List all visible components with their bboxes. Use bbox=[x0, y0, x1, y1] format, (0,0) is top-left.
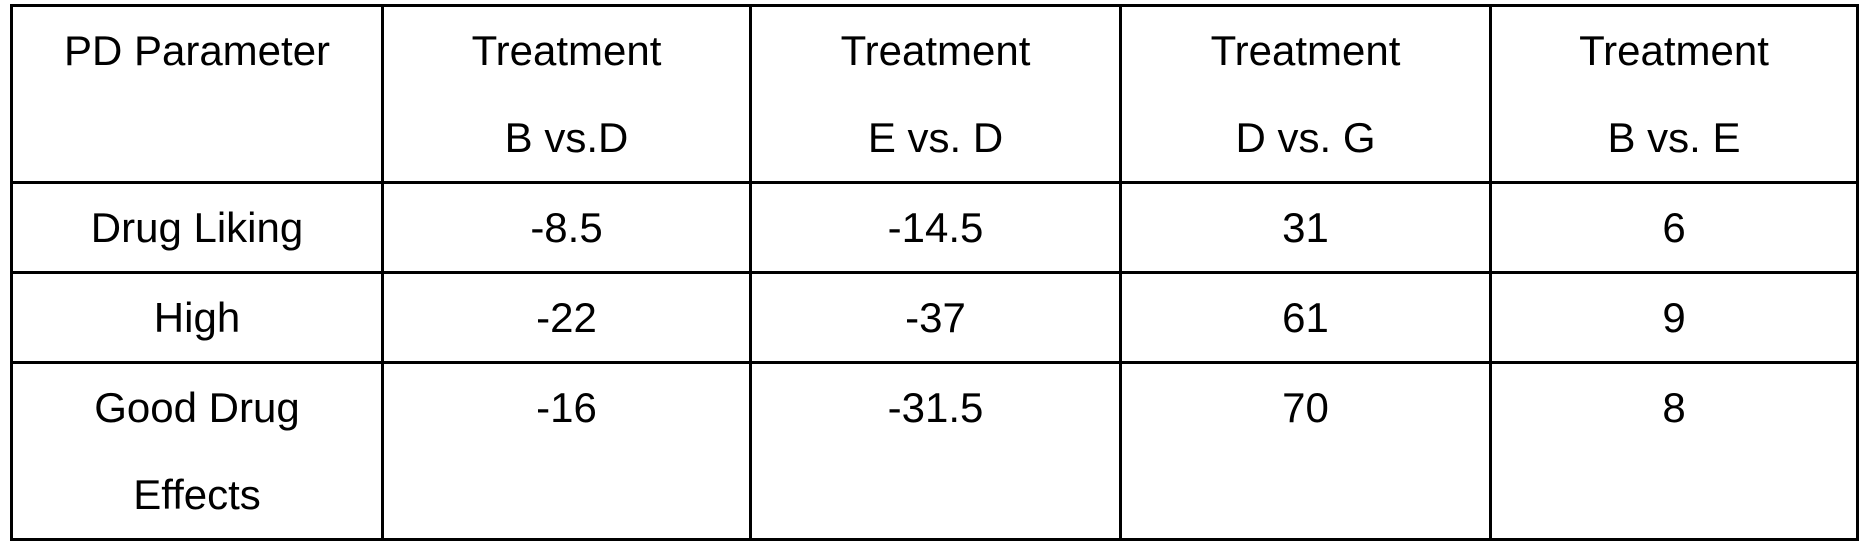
header-subtext: B vs.D bbox=[392, 94, 741, 181]
value-cell: 70 bbox=[1121, 363, 1491, 540]
value-cell: -16 bbox=[383, 363, 751, 540]
header-subtext: D vs. G bbox=[1130, 94, 1481, 181]
header-cell-d-vs-g: Treatment D vs. G bbox=[1121, 6, 1491, 183]
table-row: High -22 -37 61 9 bbox=[12, 273, 1858, 363]
header-text: Treatment bbox=[1500, 7, 1848, 94]
table-row: Good Drug Effects -16 -31.5 70 8 bbox=[12, 363, 1858, 540]
header-text: PD Parameter bbox=[21, 7, 373, 94]
value-cell: -14.5 bbox=[751, 183, 1121, 273]
pd-parameter-table: PD Parameter Treatment B vs.D Treatment … bbox=[10, 4, 1859, 541]
table-header-row: PD Parameter Treatment B vs.D Treatment … bbox=[12, 6, 1858, 183]
value-cell: 31 bbox=[1121, 183, 1491, 273]
value-cell: 6 bbox=[1491, 183, 1858, 273]
value-cell: -8.5 bbox=[383, 183, 751, 273]
parameter-label: Good Drug bbox=[21, 364, 373, 451]
header-cell-pd-parameter: PD Parameter bbox=[12, 6, 383, 183]
parameter-label: High bbox=[21, 274, 373, 361]
parameter-cell: Drug Liking bbox=[12, 183, 383, 273]
value-cell: -31.5 bbox=[751, 363, 1121, 540]
parameter-cell: High bbox=[12, 273, 383, 363]
parameter-label-line-2: Effects bbox=[21, 451, 373, 538]
header-text: Treatment bbox=[760, 7, 1111, 94]
header-text: Treatment bbox=[392, 7, 741, 94]
table-row: Drug Liking -8.5 -14.5 31 6 bbox=[12, 183, 1858, 273]
parameter-cell: Good Drug Effects bbox=[12, 363, 383, 540]
header-cell-b-vs-d: Treatment B vs.D bbox=[383, 6, 751, 183]
parameter-label: Drug Liking bbox=[21, 184, 373, 271]
header-cell-b-vs-e: Treatment B vs. E bbox=[1491, 6, 1858, 183]
value-cell: 9 bbox=[1491, 273, 1858, 363]
value-cell: 61 bbox=[1121, 273, 1491, 363]
value-cell: 8 bbox=[1491, 363, 1858, 540]
value-cell: -37 bbox=[751, 273, 1121, 363]
value-cell: -22 bbox=[383, 273, 751, 363]
header-subtext: E vs. D bbox=[760, 94, 1111, 181]
header-subtext: B vs. E bbox=[1500, 94, 1848, 181]
header-cell-e-vs-d: Treatment E vs. D bbox=[751, 6, 1121, 183]
header-text: Treatment bbox=[1130, 7, 1481, 94]
